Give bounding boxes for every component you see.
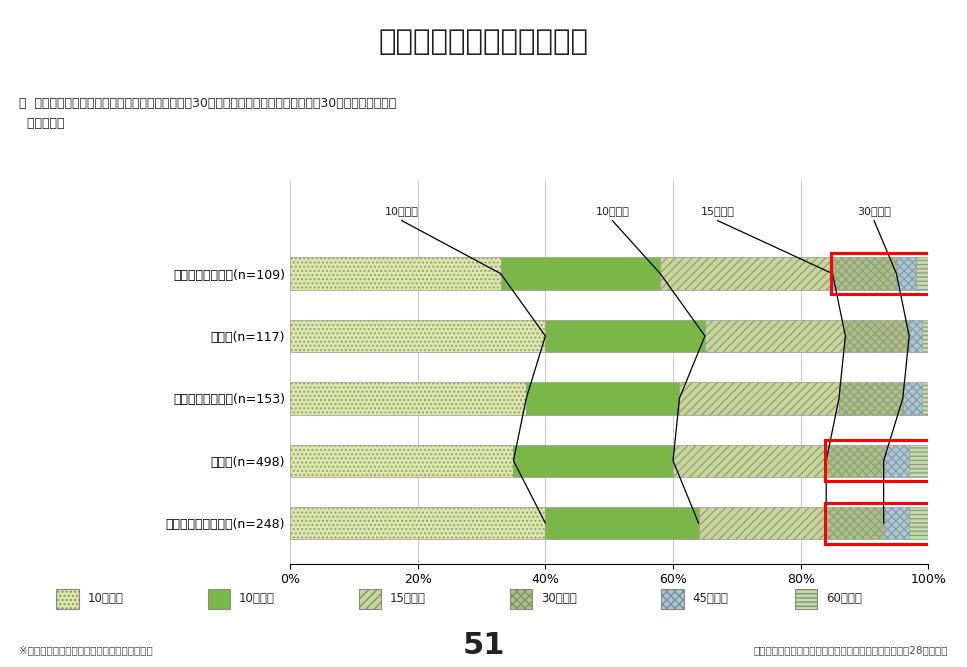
Bar [208, 589, 230, 609]
Bar [909, 319, 922, 352]
Text: 30分以上: 30分以上 [542, 592, 577, 605]
Bar [795, 589, 817, 609]
Bar [698, 507, 826, 540]
Bar [660, 257, 833, 290]
Bar [909, 507, 928, 540]
Bar [545, 319, 705, 352]
Bar [825, 502, 935, 544]
Text: 51: 51 [462, 632, 505, 660]
Bar [884, 507, 909, 540]
Bar [501, 257, 660, 290]
Bar [513, 444, 673, 477]
Text: 患家への移動に要する時間: 患家への移動に要する時間 [378, 28, 589, 55]
Bar [290, 444, 513, 477]
Bar [845, 319, 909, 352]
Text: 10分以上: 10分以上 [596, 205, 630, 215]
Bar [826, 507, 884, 540]
Text: 45分以上: 45分以上 [692, 592, 728, 605]
Text: 10分未満: 10分未満 [88, 592, 124, 605]
Bar [833, 257, 896, 290]
Bar [909, 444, 928, 477]
Bar [673, 444, 826, 477]
Bar [526, 382, 680, 415]
Bar [290, 382, 526, 415]
Text: 〇  患家への移動に要する時間は大部分のケースで30分未満であったが、一部に移動に30分を超える患者も: 〇 患家への移動に要する時間は大部分のケースで30分未満であったが、一部に移動に… [19, 97, 396, 109]
Bar [884, 444, 909, 477]
Text: 60分以上: 60分以上 [826, 592, 862, 605]
Text: 15分以上: 15分以上 [701, 205, 735, 215]
Bar [290, 319, 545, 352]
Text: 30分以上: 30分以上 [857, 205, 891, 215]
Bar [705, 319, 845, 352]
Text: 存在した。: 存在した。 [19, 117, 65, 129]
Bar [680, 382, 839, 415]
Text: （出典：診療報酬改定の結果検証に係る特別調査（平成28年度））: （出典：診療報酬改定の結果検証に係る特別調査（平成28年度）） [753, 645, 948, 655]
Bar [290, 507, 545, 540]
Bar [903, 382, 922, 415]
Text: 15分以上: 15分以上 [390, 592, 425, 605]
Bar [832, 253, 935, 294]
Bar [839, 382, 903, 415]
Bar [290, 257, 501, 290]
Text: 10分未満: 10分未満 [385, 205, 419, 215]
Text: 10分以上: 10分以上 [239, 592, 275, 605]
Bar [896, 257, 916, 290]
Bar [545, 507, 698, 540]
Bar [359, 589, 381, 609]
Bar [56, 589, 78, 609]
Bar [922, 319, 928, 352]
Bar [661, 589, 684, 609]
Bar [825, 440, 935, 482]
Bar [916, 257, 928, 290]
Bar [511, 589, 533, 609]
Bar [826, 444, 884, 477]
Text: ※結果は暫定版であり、今後変更があり得る。: ※結果は暫定版であり、今後変更があり得る。 [19, 645, 153, 655]
Bar [922, 382, 928, 415]
